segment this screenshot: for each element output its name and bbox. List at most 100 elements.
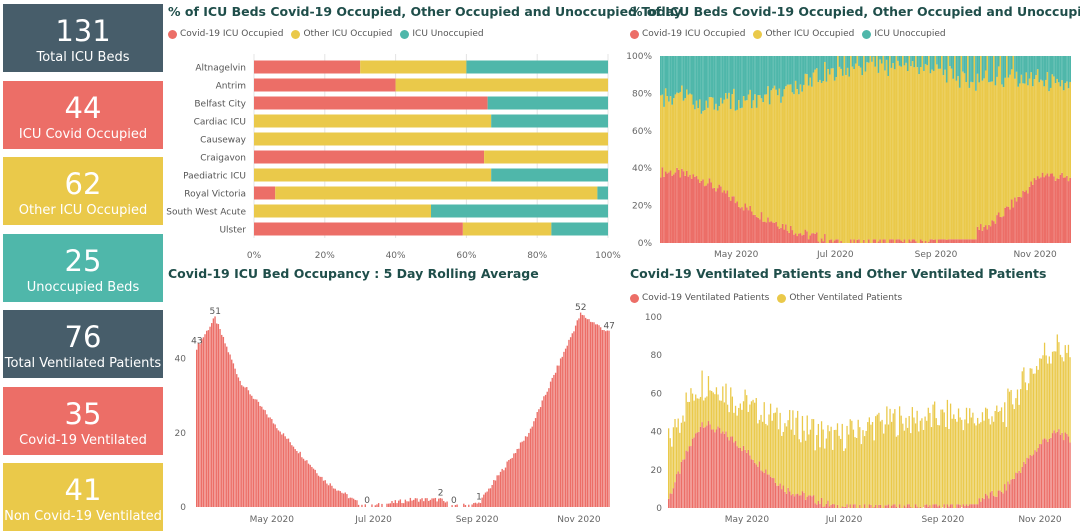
chart-title: Covid-19 Ventilated Patients and Other V… (630, 266, 1047, 281)
kpi-card-non-covid-ventilated[interactable]: 41 Non Covid-19 Ventilated (3, 463, 163, 531)
bar (599, 327, 602, 507)
bar-other (705, 100, 708, 186)
bar-other (819, 447, 821, 504)
kpi-label: Total ICU Beds (36, 50, 130, 65)
bar-unoccupied (819, 56, 821, 80)
bar-other (668, 428, 670, 499)
bar-unoccupied (880, 56, 883, 64)
y-tick-label: 80 (651, 351, 663, 361)
category-label: South West Acute (166, 208, 246, 218)
bar-covid (934, 504, 936, 508)
bar-covid (924, 241, 927, 243)
bar (389, 503, 392, 507)
bar-covid (1013, 478, 1015, 508)
bar-covid (755, 217, 758, 243)
bar-unoccupied (991, 56, 994, 82)
bar-other (697, 108, 699, 180)
bar-other (698, 398, 700, 432)
bar-other (1024, 382, 1027, 464)
bar-covid (996, 215, 998, 243)
bar-other (1042, 355, 1044, 440)
bar-covid (935, 504, 937, 508)
bar (202, 337, 205, 507)
bar-other (693, 400, 695, 438)
today-bar-chart[interactable]: 0% 20% 40% 60% 80% 100%AltnagelvinAntrimBelfa… (166, 4, 621, 264)
legend-item[interactable]: ICU Unoccupied (862, 29, 946, 39)
bar-covid (778, 228, 781, 243)
bar-covid (879, 239, 881, 243)
bar (329, 483, 331, 507)
bar-other (962, 71, 964, 240)
bar-segment (466, 60, 608, 74)
bar-other (1002, 87, 1005, 217)
bar-unoccupied (1043, 56, 1046, 87)
bar-other (767, 86, 769, 218)
bar-segment (360, 60, 467, 74)
bar-covid (669, 170, 672, 243)
bar-covid (803, 492, 805, 508)
bar-other (864, 71, 867, 243)
x-tick-label: 40% (386, 251, 406, 261)
legend-item[interactable]: Other ICU Occupied (753, 29, 854, 39)
bar (302, 458, 305, 507)
bar (391, 501, 393, 507)
bar-covid (815, 232, 818, 243)
legend-item[interactable]: Covid-19 ICU Occupied (630, 29, 745, 39)
bar-unoccupied (936, 56, 938, 65)
bar-covid (1022, 190, 1024, 243)
legend-item[interactable]: Covid-19 ICU Occupied (168, 29, 283, 39)
legend-item[interactable]: ICU Unoccupied (400, 29, 484, 39)
bar-other (921, 56, 924, 241)
kpi-card-total-icu-beds[interactable]: 131 Total ICU Beds (3, 4, 163, 72)
kpi-card-unoccupied-beds[interactable]: 25 Unoccupied Beds (3, 234, 163, 302)
bar-covid (702, 179, 704, 243)
bar-other (989, 424, 992, 493)
kpi-card-other-icu-occupied[interactable]: 62 Other ICU Occupied (3, 157, 163, 225)
bar-other (1038, 82, 1041, 179)
bar (443, 500, 445, 507)
bar-covid (937, 506, 939, 508)
bar-unoccupied (690, 56, 693, 95)
bar-unoccupied (1056, 56, 1059, 79)
bar-covid (692, 174, 695, 243)
bar-other (671, 446, 673, 494)
bar-covid (828, 240, 831, 243)
kpi-card-icu-covid-occupied[interactable]: 44 ICU Covid Occupied (3, 81, 163, 149)
bar (276, 428, 278, 507)
x-tick-label: May 2020 (250, 515, 295, 525)
bar-covid (1048, 438, 1050, 508)
bar-segment (254, 204, 431, 218)
bar-other (699, 396, 702, 427)
bar-covid (924, 504, 926, 508)
bar-covid (1032, 184, 1034, 243)
legend-item[interactable]: Covid-19 Ventilated Patients (630, 293, 769, 303)
bar (589, 321, 592, 507)
legend-item[interactable]: Other Ventilated Patients (777, 293, 902, 303)
bar-covid (1000, 491, 1003, 508)
bar-covid (1040, 444, 1043, 508)
bar (406, 501, 408, 507)
category-label: Royal Victoria (184, 190, 246, 200)
bar-covid (825, 503, 827, 508)
bar (341, 492, 343, 507)
bar-covid (801, 491, 804, 508)
bar-unoccupied (762, 56, 764, 103)
bar-unoccupied (1058, 56, 1060, 83)
bar-other (992, 421, 995, 496)
bar-other (664, 88, 667, 172)
bar (521, 441, 523, 507)
bar-other (967, 56, 969, 240)
kpi-card-total-ventilated[interactable]: 76 Total Ventilated Patients (3, 310, 163, 378)
bar (244, 387, 246, 507)
bar-covid (965, 239, 968, 243)
bar-other (954, 419, 957, 508)
bar-covid (932, 504, 934, 508)
bar-other (798, 94, 800, 234)
history-stacked-chart[interactable]: 0%20%40%60%80%100%May 2020 Jul 2020 Sep 20… (626, 4, 1076, 264)
bar-other (1006, 56, 1008, 207)
kpi-card-covid-ventilated[interactable]: 35 Covid-19 Ventilated (3, 387, 163, 455)
bar-other (955, 80, 958, 240)
legend-item[interactable]: Other ICU Occupied (291, 29, 392, 39)
